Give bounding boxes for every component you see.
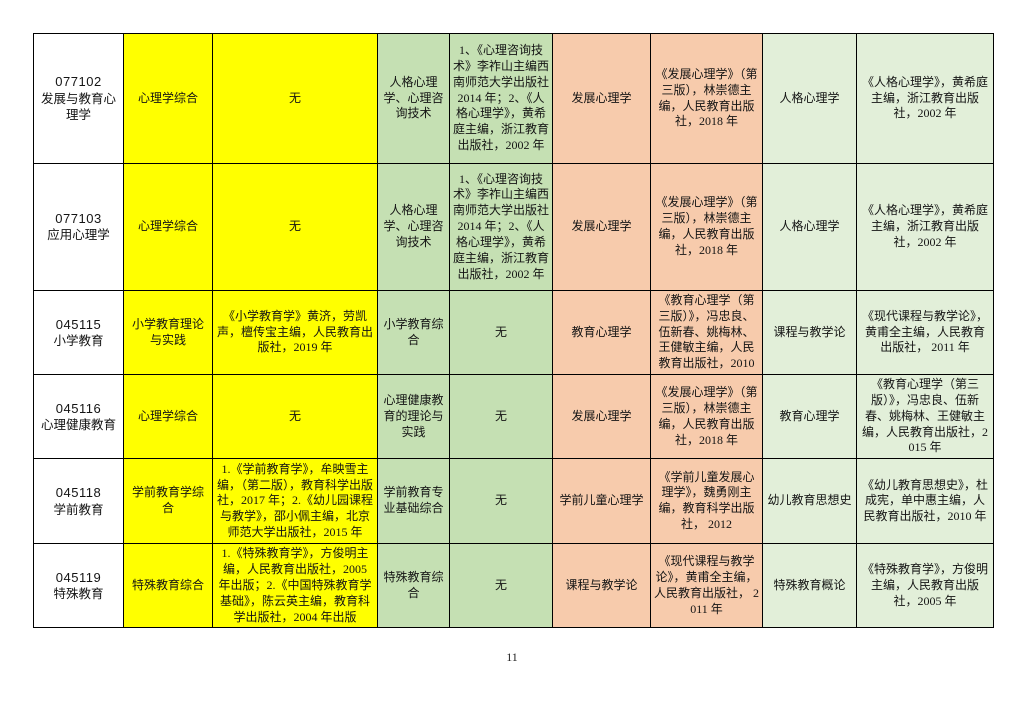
- cell-subject4: 特殊教育概论: [762, 543, 857, 629]
- cell-subject3: 课程与教学论: [552, 543, 651, 629]
- cell-ref1: 《小学教育学》黄济，劳凯声，檀传宝主编，人民教育出版社，2019 年: [212, 289, 378, 376]
- cell-ref1: 无: [212, 374, 378, 460]
- cell-ref2: 1、《心理咨询技术》李祚山主编西南师范大学出版社 2014 年；2、《人格心理学…: [449, 33, 553, 164]
- cell-subject2: 学前教育专业基础综合: [377, 458, 450, 545]
- cell-subject1: 心理学综合: [123, 33, 213, 164]
- table-row: 045116 心理健康教育 心理学综合无心理健康教育的理论与实践无发展心理学 《发展心…: [33, 374, 994, 460]
- cell-ref3: 《发展心理学》（第三版），林崇德主编，人民教育出版社，2018 年: [650, 374, 763, 460]
- cell-ref1: 1.《学前教育学》，牟映雪主编，（第二版），教育科学出版社，2017 年；2.《…: [212, 458, 378, 545]
- cell-ref4: 《人格心理学》，黄希庭主编，浙江教育出版社，2002 年: [856, 33, 994, 164]
- program-name: 小学教育: [53, 333, 104, 348]
- cell-subject1: 特殊教育综合: [123, 543, 213, 629]
- table-row: 045118 学前教育 学前教育学综合 1.《学前教育学》，牟映雪主编，（第二版），教…: [33, 458, 994, 545]
- cell-subject3: 学前儿童心理学: [552, 458, 651, 545]
- page-number: 11: [506, 650, 518, 664]
- cell-subject1: 小学教育理论与实践: [123, 289, 213, 376]
- cell-ref2: 无: [449, 458, 553, 545]
- cell-program: 077102 发展与教育心理学: [33, 33, 124, 164]
- program-code: 077102: [55, 74, 102, 90]
- cell-subject2: 人格心理学、心理咨询技术: [377, 33, 450, 164]
- cell-ref1: 1.《特殊教育学》，方俊明主编，人民教育出版社，2005 年出版；2.《中国特殊…: [212, 543, 378, 629]
- table-row: 045115 小学教育 小学教育理论与实践 《小学教育学》黄济，劳凯声，檀传宝主编，人…: [33, 289, 994, 376]
- table-body: 077102 发展与教育心理学 心理学综合无人格心理学、心理咨询技术 1、《心理咨询技…: [33, 33, 994, 629]
- cell-subject4: 人格心理学: [762, 163, 857, 291]
- cell-subject4: 课程与教学论: [762, 289, 857, 376]
- cell-ref4: 《教育心理学（第三版）》，冯忠良、伍新春、姚梅林、王健敏主编，人民教育出版社，2…: [856, 374, 994, 460]
- cell-ref2: 无: [449, 374, 553, 460]
- table-row: 077102 发展与教育心理学 心理学综合无人格心理学、心理咨询技术 1、《心理咨询技…: [33, 33, 994, 164]
- cell-subject2: 小学教育综合: [377, 289, 450, 376]
- cell-ref3: 《现代课程与教学论》，黄甫全主编，人民教育出版社， 2011 年: [650, 543, 763, 629]
- cell-subject2: 特殊教育综合: [377, 543, 450, 629]
- cell-subject3: 发展心理学: [552, 374, 651, 460]
- cell-ref3: 《学前儿童发展心理学》，魏勇刚主编，教育科学出版社， 2012: [650, 458, 763, 545]
- exam-subjects-table: 077102 发展与教育心理学 心理学综合无人格心理学、心理咨询技术 1、《心理咨询技…: [33, 33, 994, 629]
- cell-program: 045119 特殊教育: [33, 543, 124, 629]
- cell-subject3: 发展心理学: [552, 33, 651, 164]
- program-code: 045116: [55, 400, 102, 416]
- program-code: 045115: [55, 316, 102, 332]
- program-name: 应用心理学: [47, 228, 110, 243]
- cell-program: 045118 学前教育: [33, 458, 124, 545]
- cell-subject2: 心理健康教育的理论与实践: [377, 374, 450, 460]
- cell-subject2: 人格心理学、心理咨询技术: [377, 163, 450, 291]
- program-name: 特殊教育: [53, 587, 104, 602]
- cell-ref2: 无: [449, 543, 553, 629]
- cell-ref4: 《幼儿教育思想史》，杜成宪，单中惠主编，人民教育出版社，2010 年: [856, 458, 994, 545]
- cell-subject1: 心理学综合: [123, 163, 213, 291]
- cell-ref1: 无: [212, 163, 378, 291]
- cell-ref4: 《现代课程与教学论》，黄甫全主编，人民教育出版社， 2011 年: [856, 289, 994, 376]
- cell-ref3: 《发展心理学》（第三版），林崇德主编，人民教育出版社，2018 年: [650, 33, 763, 164]
- cell-subject1: 学前教育学综合: [123, 458, 213, 545]
- cell-ref3: 《教育心理学（第三版）》，冯忠良、伍新春、姚梅林、王健敏主编，人民教育出版社，2…: [650, 289, 763, 376]
- program-code: 045118: [55, 485, 102, 501]
- cell-ref2: 无: [449, 289, 553, 376]
- cell-subject3: 教育心理学: [552, 289, 651, 376]
- cell-program: 045116 心理健康教育: [33, 374, 124, 460]
- cell-subject4: 教育心理学: [762, 374, 857, 460]
- cell-ref4: 《特殊教育学》，方俊明主编，人民教育出版社，2005 年: [856, 543, 994, 629]
- cell-subject4: 幼儿教育思想史: [762, 458, 857, 545]
- cell-program: 045115 小学教育: [33, 289, 124, 376]
- cell-subject4: 人格心理学: [762, 33, 857, 164]
- cell-program: 077103 应用心理学: [33, 163, 124, 291]
- cell-subject1: 心理学综合: [123, 374, 213, 460]
- cell-ref4: 《人格心理学》，黄希庭主编，浙江教育出版社，2002 年: [856, 163, 994, 291]
- cell-subject3: 发展心理学: [552, 163, 651, 291]
- cell-ref2: 1、《心理咨询技术》李祚山主编西南师范大学出版社 2014 年；2、《人格心理学…: [449, 163, 553, 291]
- program-code: 077103: [55, 211, 102, 227]
- program-name: 发展与教育心理学: [40, 91, 116, 123]
- table-row: 045119 特殊教育 特殊教育综合 1.《特殊教育学》，方俊明主编，人民教育出版社，…: [33, 543, 994, 629]
- program-name: 学前教育: [53, 502, 104, 517]
- table-row: 077103 应用心理学 心理学综合无人格心理学、心理咨询技术 1、《心理咨询技术》李…: [33, 163, 994, 291]
- program-name: 心理健康教育: [40, 418, 116, 433]
- program-code: 045119: [55, 570, 102, 586]
- cell-ref1: 无: [212, 33, 378, 164]
- cell-ref3: 《发展心理学》（第三版），林崇德主编，人民教育出版社，2018 年: [650, 163, 763, 291]
